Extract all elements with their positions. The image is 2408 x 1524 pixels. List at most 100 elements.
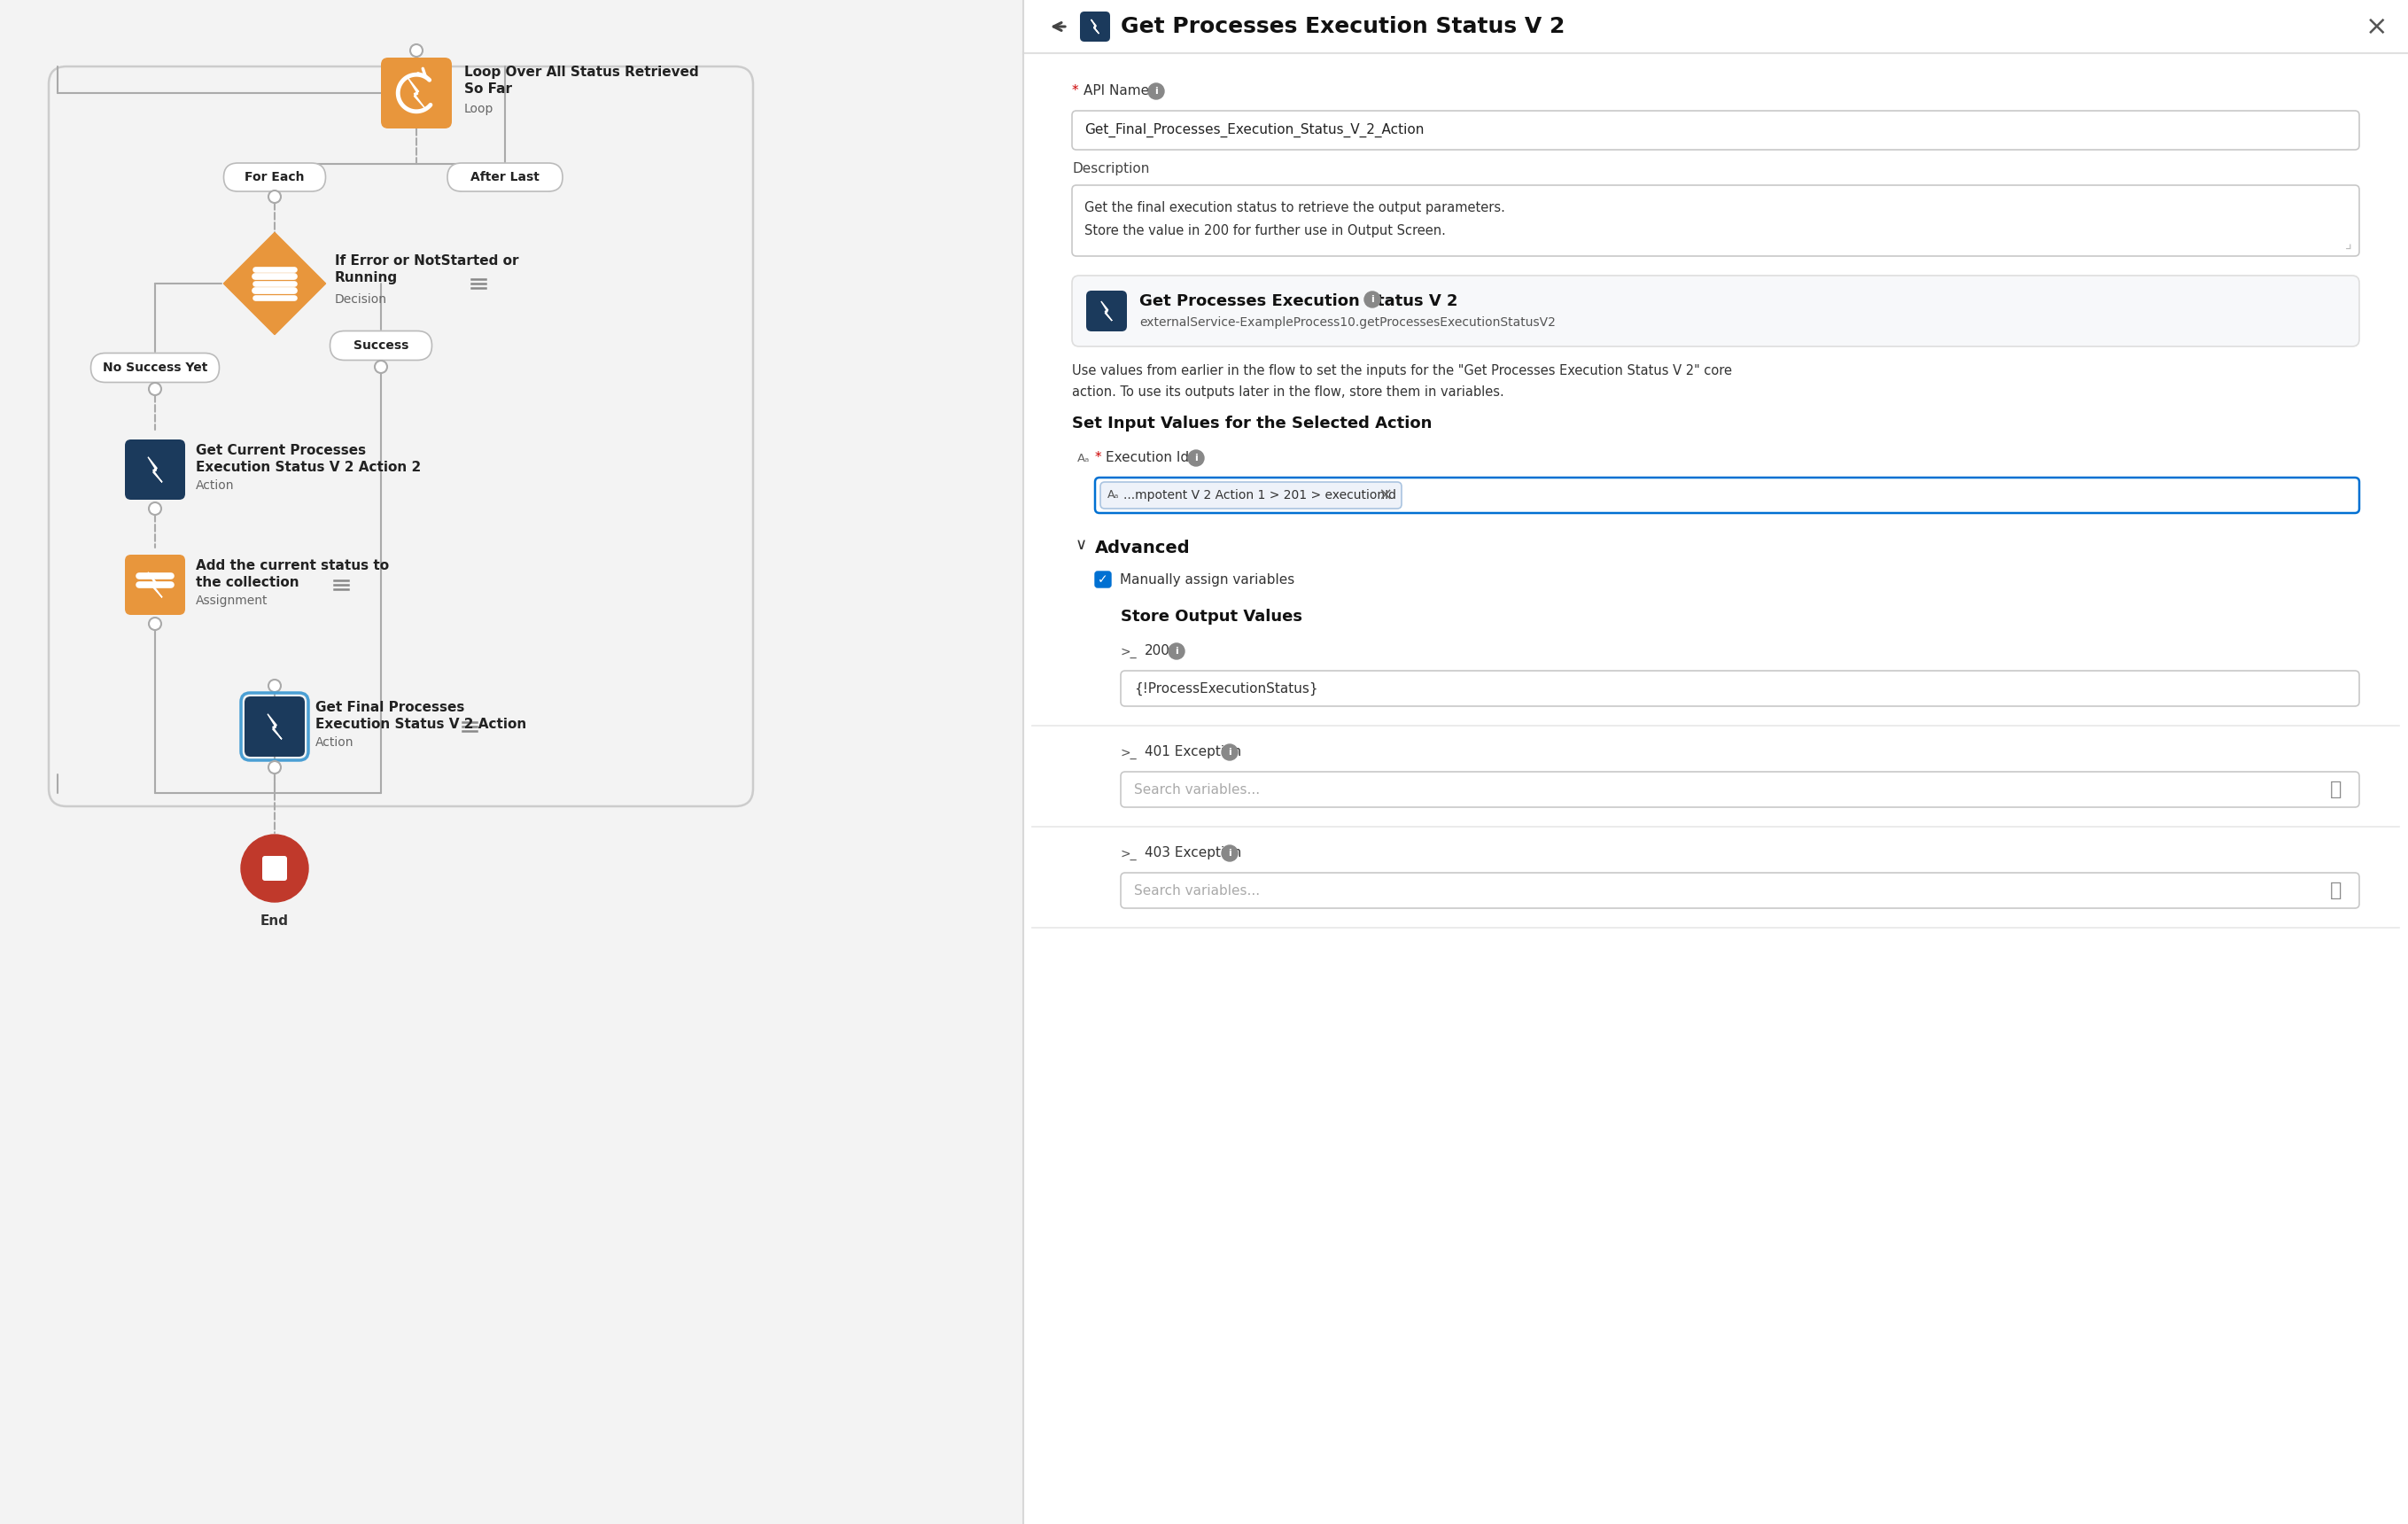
Circle shape [267, 680, 282, 692]
Text: End: End [260, 914, 289, 928]
Text: Assignment: Assignment [195, 594, 267, 607]
Text: Search variables...: Search variables... [1134, 884, 1259, 898]
Circle shape [409, 44, 421, 56]
FancyBboxPatch shape [1096, 477, 2360, 514]
Text: Store Output Values: Store Output Values [1120, 608, 1303, 625]
Circle shape [241, 835, 308, 902]
Polygon shape [224, 233, 325, 335]
FancyBboxPatch shape [125, 555, 185, 614]
Text: Get_Final_Processes_Execution_Status_V_2_Action: Get_Final_Processes_Execution_Status_V_2… [1084, 123, 1423, 137]
FancyBboxPatch shape [1072, 111, 2360, 149]
Text: i: i [1228, 849, 1230, 858]
Text: *: * [1072, 84, 1084, 98]
Text: After Last: After Last [470, 171, 539, 183]
FancyBboxPatch shape [92, 354, 219, 383]
Bar [1023, 0, 2408, 53]
Text: action. To use its outputs later in the flow, store them in variables.: action. To use its outputs later in the … [1072, 386, 1505, 399]
FancyBboxPatch shape [1086, 291, 1127, 331]
Text: *: * [1096, 451, 1105, 465]
Circle shape [149, 503, 161, 515]
FancyBboxPatch shape [1120, 771, 2360, 808]
Text: i: i [1175, 646, 1178, 655]
Text: ⌟: ⌟ [2345, 236, 2353, 251]
Text: >_: >_ [1120, 747, 1137, 759]
Polygon shape [147, 457, 161, 482]
Text: Decision: Decision [335, 293, 388, 306]
Text: ⌕: ⌕ [2329, 881, 2341, 899]
Text: >_: >_ [1120, 847, 1137, 861]
Circle shape [267, 190, 282, 203]
Text: ✓: ✓ [1098, 573, 1108, 585]
FancyBboxPatch shape [1100, 482, 1401, 509]
Text: >_: >_ [1120, 646, 1137, 658]
Text: Set Input Values for the Selected Action: Set Input Values for the Selected Action [1072, 416, 1433, 431]
Text: i: i [1228, 748, 1230, 757]
Text: If Error or NotStarted or
Running: If Error or NotStarted or Running [335, 255, 518, 285]
Text: Execution Id: Execution Id [1105, 451, 1190, 465]
Text: Store the value in 200 for further use in Output Screen.: Store the value in 200 for further use i… [1084, 224, 1445, 238]
Circle shape [1221, 744, 1238, 760]
Circle shape [149, 383, 161, 395]
Polygon shape [267, 713, 282, 739]
FancyBboxPatch shape [1072, 276, 2360, 346]
Circle shape [149, 617, 161, 629]
Text: Aₐ: Aₐ [1108, 489, 1120, 501]
Text: For Each: For Each [246, 171, 303, 183]
Circle shape [376, 361, 388, 373]
Polygon shape [1100, 302, 1112, 320]
FancyBboxPatch shape [246, 696, 306, 757]
Text: {!ProcessExecutionStatus}: {!ProcessExecutionStatus} [1134, 681, 1317, 695]
Text: 200: 200 [1144, 645, 1170, 657]
Text: i: i [1153, 87, 1158, 96]
Text: Use values from earlier in the flow to set the inputs for the "Get Processes Exe: Use values from earlier in the flow to s… [1072, 364, 1731, 378]
Text: ...mpotent V 2 Action 1 > 201 > executionId: ...mpotent V 2 Action 1 > 201 > executio… [1125, 489, 1397, 501]
Text: Get Current Processes
Execution Status V 2 Action 2: Get Current Processes Execution Status V… [195, 443, 421, 474]
Text: ∨: ∨ [1076, 536, 1086, 553]
Circle shape [1365, 291, 1380, 308]
Text: Get the final execution status to retrieve the output parameters.: Get the final execution status to retrie… [1084, 201, 1505, 215]
Text: Search variables...: Search variables... [1134, 783, 1259, 796]
Circle shape [267, 760, 282, 774]
Text: No Success Yet: No Success Yet [104, 361, 207, 373]
FancyBboxPatch shape [224, 163, 325, 192]
Text: Manually assign variables: Manually assign variables [1120, 573, 1296, 587]
FancyBboxPatch shape [330, 331, 431, 360]
Text: Success: Success [354, 340, 409, 352]
Text: ×: × [2365, 14, 2389, 40]
Polygon shape [407, 78, 424, 108]
FancyBboxPatch shape [1120, 873, 2360, 908]
FancyBboxPatch shape [448, 163, 563, 192]
Text: 403 Exception: 403 Exception [1144, 846, 1243, 860]
FancyBboxPatch shape [262, 856, 287, 881]
Text: Loop: Loop [465, 102, 494, 116]
Text: 401 Exception: 401 Exception [1144, 745, 1240, 759]
FancyBboxPatch shape [1120, 671, 2360, 706]
Circle shape [1149, 84, 1163, 99]
Circle shape [1221, 846, 1238, 861]
Text: API Name: API Name [1084, 84, 1149, 98]
Text: Get Final Processes
Execution Status V 2 Action: Get Final Processes Execution Status V 2… [315, 701, 527, 732]
Text: externalService-ExampleProcess10.getProcessesExecutionStatusV2: externalService-ExampleProcess10.getProc… [1139, 317, 1556, 329]
Text: Loop Over All Status Retrieved
So Far: Loop Over All Status Retrieved So Far [465, 66, 698, 96]
Text: Description: Description [1072, 162, 1149, 175]
FancyBboxPatch shape [125, 439, 185, 500]
Bar [1023, 0, 2408, 1524]
Bar [0, 0, 1023, 1524]
Polygon shape [147, 572, 161, 597]
Text: Get Processes Execution Status V 2: Get Processes Execution Status V 2 [1120, 15, 1565, 37]
FancyBboxPatch shape [380, 58, 453, 128]
Circle shape [1168, 643, 1185, 660]
Text: ×: × [1377, 486, 1392, 504]
Polygon shape [1091, 20, 1098, 34]
Text: ⌕: ⌕ [2329, 780, 2341, 799]
Text: i: i [1194, 454, 1197, 462]
Text: Add the current status to
the collection: Add the current status to the collection [195, 559, 390, 590]
FancyBboxPatch shape [1096, 572, 1110, 587]
FancyBboxPatch shape [1079, 12, 1110, 41]
Text: Aₐ: Aₐ [1076, 453, 1091, 465]
Circle shape [1187, 450, 1204, 466]
Text: Action: Action [195, 480, 234, 492]
FancyBboxPatch shape [1072, 186, 2360, 256]
Text: Action: Action [315, 736, 354, 748]
Text: Advanced: Advanced [1096, 539, 1190, 556]
